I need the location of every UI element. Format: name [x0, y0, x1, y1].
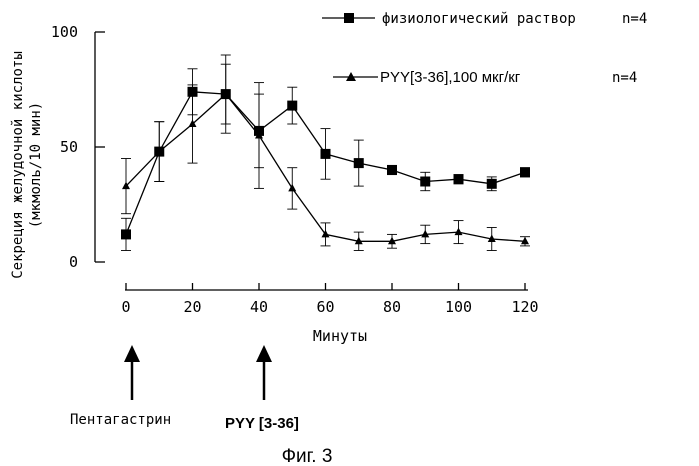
data-point-saline [321, 149, 331, 159]
x-tick-label: 80 [383, 298, 401, 316]
x-axis-label: Минуты [313, 327, 367, 345]
legend-label-saline: физиологический раствор [382, 11, 576, 27]
data-point-saline [387, 165, 397, 175]
y-axis-label-units: (мкмоль/10 мин) [28, 102, 44, 228]
data-point-pyy [455, 228, 463, 236]
y-axis-label: Секреция желудочной кислоты [10, 51, 26, 279]
legend: физиологический раствор n=4 PYY[3-36],10… [322, 11, 647, 86]
data-point-saline [354, 158, 364, 168]
data-point-saline [188, 87, 198, 97]
data-point-saline [287, 101, 297, 111]
data-point-saline [121, 229, 131, 239]
arrow-pyy [256, 345, 272, 400]
figure-caption: Фиг. 3 [282, 446, 333, 466]
y-tick-label: 50 [60, 138, 78, 156]
data-point-saline [420, 177, 430, 187]
data-point-saline [487, 179, 497, 189]
y-tick-label: 0 [69, 253, 78, 271]
arrow-pentagastrin [124, 345, 140, 400]
x-tick-label: 100 [445, 298, 472, 316]
data-point-saline [454, 174, 464, 184]
x-tick-label: 60 [316, 298, 334, 316]
legend-label-pyy: PYY[3-36],100 мкг/кг [380, 69, 521, 86]
annotation-pentagastrin: Пентагастрин [70, 412, 171, 428]
x-tick-label: 0 [121, 298, 130, 316]
x-tick-label: 120 [511, 298, 538, 316]
data-point-saline [520, 167, 530, 177]
annotation-pyy: PYY [3-36] [225, 415, 299, 432]
y-tick-label: 100 [51, 23, 78, 41]
legend-n-saline: n=4 [622, 11, 647, 27]
x-tick-label: 40 [250, 298, 268, 316]
legend-n-pyy: n=4 [612, 70, 637, 86]
legend-marker-square [344, 13, 354, 23]
x-tick-label: 20 [183, 298, 201, 316]
